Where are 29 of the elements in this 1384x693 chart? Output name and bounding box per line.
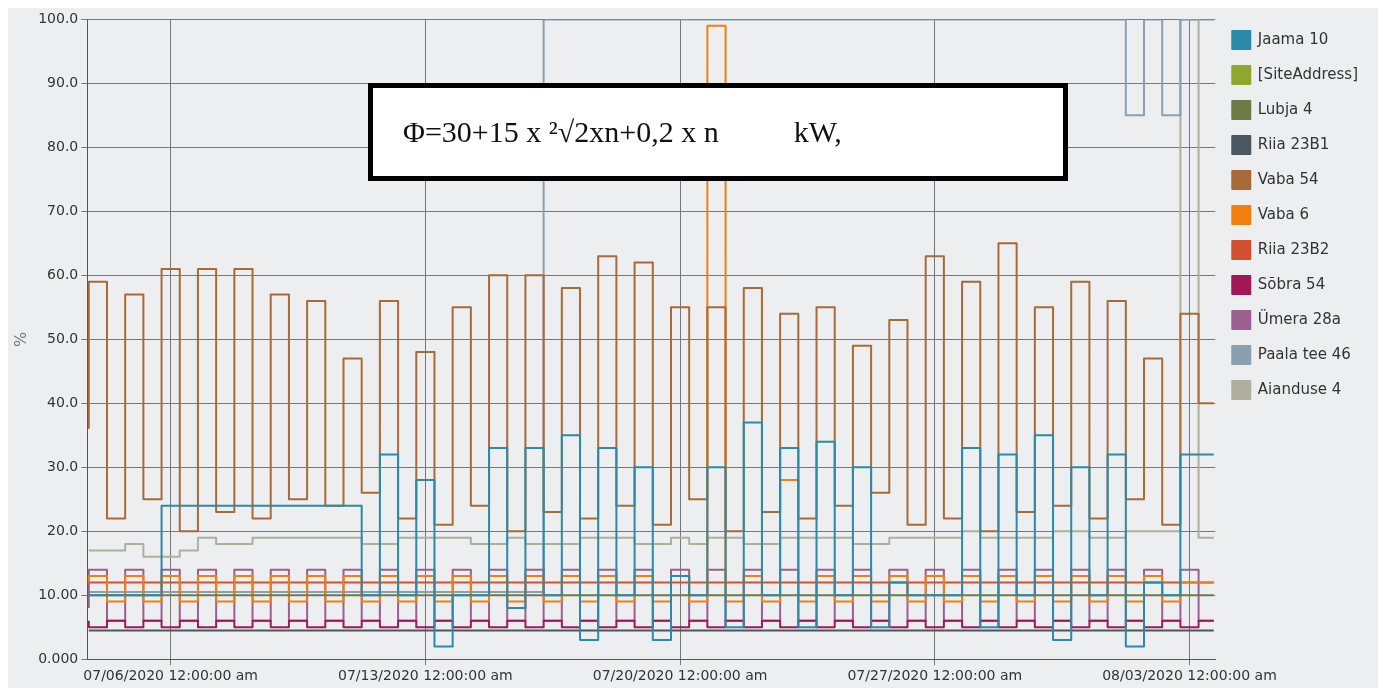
y-tick-label: 100.0 (38, 10, 79, 27)
y-axis-title: % (10, 331, 30, 347)
legend-label: Lubja 4 (1257, 99, 1313, 118)
legend-label: Vaba 54 (1257, 169, 1319, 188)
legend-label: Paala tee 46 (1257, 344, 1351, 363)
x-tick-label: 07/13/2020 12:00:00 am (338, 667, 513, 684)
legend-label: Aianduse 4 (1257, 379, 1342, 398)
x-tick-label: 07/06/2020 12:00:00 am (83, 667, 259, 684)
y-tick-label: 10.00 (38, 585, 79, 602)
y-tick-label: 30.0 (47, 457, 79, 474)
y-tick-label: 20.0 (47, 521, 79, 538)
legend-label: Sõbra 54 (1257, 274, 1326, 293)
y-tick-label: 80.0 (47, 138, 79, 154)
y-tick-label: 0.000 (38, 649, 79, 666)
x-tick-label: 07/20/2020 12:00:00 am (592, 667, 768, 684)
formula-box: Φ=30+15 x ²√2xn+0,2 x n kW, (368, 83, 1068, 181)
legend-label: [SiteAddress] (1257, 64, 1359, 83)
y-tick-label: 50.0 (47, 329, 79, 346)
legend-label: Ümera 28a (1257, 308, 1341, 328)
legend-label: Riia 23B1 (1257, 134, 1330, 153)
legend-label: Riia 23B2 (1257, 239, 1330, 258)
x-tick-label: 08/03/2020 12:00:00 am (1102, 667, 1277, 684)
y-tick-label: 60.0 (47, 265, 79, 282)
y-tick-label: 40.0 (47, 393, 79, 410)
y-tick-label: 70.0 (47, 201, 79, 218)
legend-label: Jaama 10 (1256, 29, 1329, 48)
legend-label: Vaba 6 (1257, 204, 1310, 223)
x-tick-label: 07/27/2020 12:00:00 am (847, 667, 1023, 684)
y-tick-label: 90.0 (47, 74, 79, 91)
